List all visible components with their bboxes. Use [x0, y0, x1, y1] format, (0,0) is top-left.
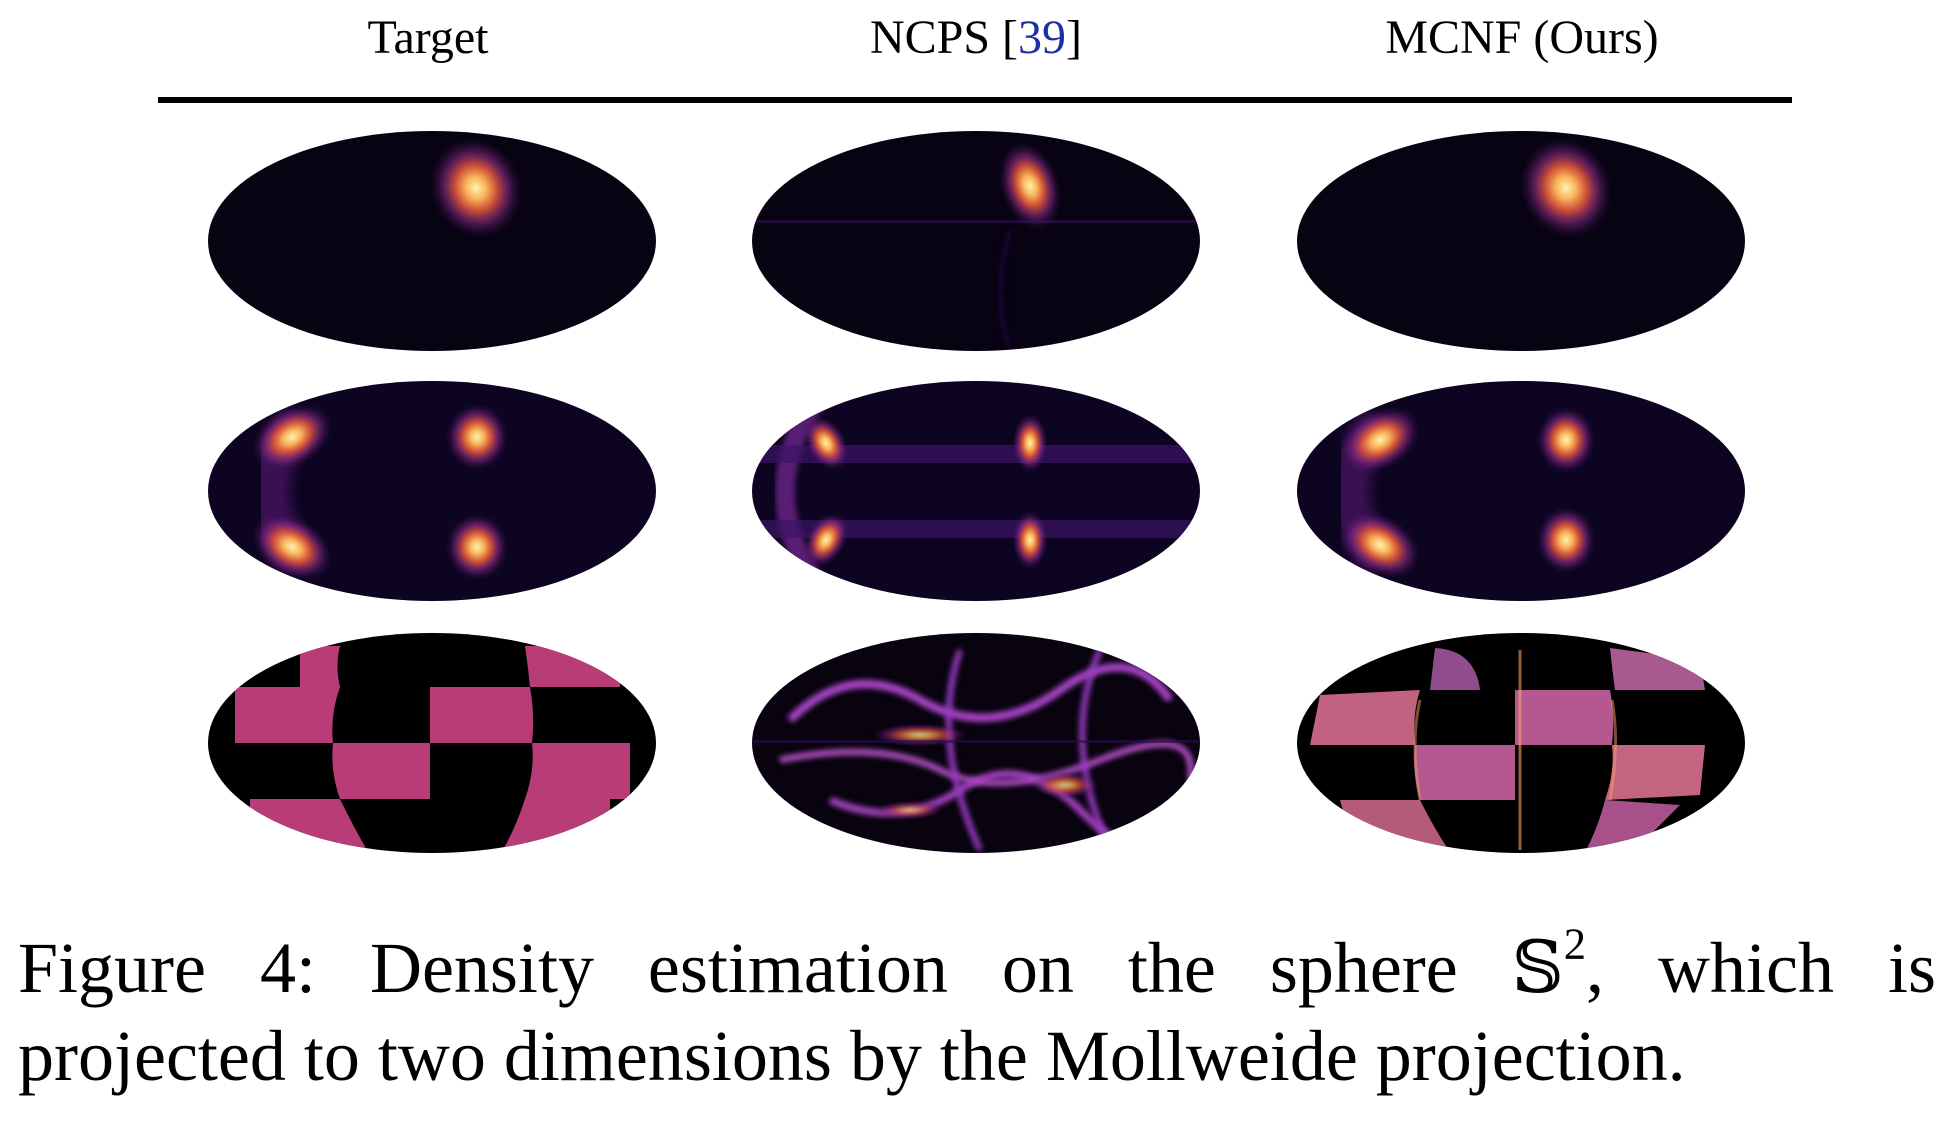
panel-mcnf-checkerboard: [1297, 633, 1745, 853]
figure-panels: [208, 131, 1745, 853]
ncps-label-close: ]: [1066, 11, 1083, 64]
header-rule: [158, 97, 1792, 103]
ncps-label: NCPS [: [869, 11, 1019, 64]
panel-ncps-single-mode: [752, 131, 1200, 351]
panel-target-four-modes: [208, 381, 656, 601]
sphere-exponent: 2: [1563, 918, 1587, 969]
caption-line-1: Figure 4: Density estimation on the sphe…: [18, 921, 1936, 1012]
column-header-target: Target: [367, 11, 489, 64]
citation-link[interactable]: 39: [1018, 11, 1067, 64]
panel-ncps-four-modes: [752, 381, 1200, 601]
sphere-symbol: 𝕊: [1511, 928, 1564, 1008]
panel-mcnf-four-modes: [1297, 381, 1745, 601]
column-header-mcnf: MCNF (Ours): [1385, 11, 1659, 64]
caption-line-2: projected to two dimensions by the Mollw…: [18, 1016, 1686, 1096]
panel-ncps-checkerboard: [752, 633, 1200, 853]
caption-text-b: , which is: [1586, 928, 1936, 1008]
caption-text-a: Figure 4: Density estimation on the sphe…: [18, 928, 1512, 1008]
figure-caption: Figure 4: Density estimation on the sphe…: [18, 921, 1936, 1100]
panel-mcnf-single-mode: [1297, 131, 1745, 351]
panel-target-single-mode: [208, 131, 656, 351]
panel-target-checkerboard: [208, 633, 656, 853]
column-header-ncps: NCPS [39]: [676, 8, 1276, 68]
